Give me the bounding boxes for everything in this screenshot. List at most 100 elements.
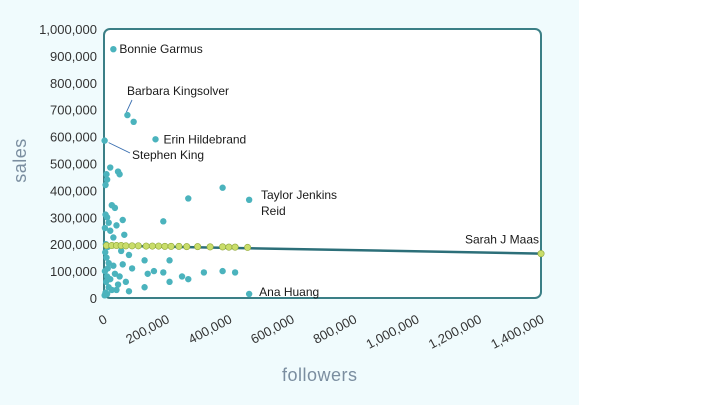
x-tick-label: 800,000 — [311, 311, 360, 346]
data-point — [166, 257, 173, 264]
x-tick-label: 0 — [96, 311, 109, 328]
x-axis-ticks: 0 200,000 400,000 600,000 800,000 1,000,000 1,… — [96, 311, 546, 351]
trend-point — [128, 242, 136, 250]
data-point — [144, 270, 151, 277]
data-point — [119, 216, 126, 224]
data-point — [101, 137, 108, 144]
x-tick-label: 400,000 — [186, 311, 235, 346]
data-point — [117, 247, 125, 255]
data-point — [103, 176, 111, 183]
data-point — [107, 164, 114, 171]
data-point — [116, 273, 123, 280]
data-point — [152, 136, 159, 143]
trend-point — [155, 242, 163, 250]
y-tick-label: 500,000 — [50, 157, 97, 172]
data-point — [185, 275, 192, 283]
data-point — [111, 270, 119, 277]
trend-point — [183, 243, 191, 251]
annotation-label: Bonnie Garmus — [119, 42, 202, 56]
trend-point — [231, 243, 239, 251]
annotation-label: Erin Hildebrand — [164, 132, 247, 146]
scatter-chart: 0 100,000 200,000 300,000 400,000 500,000 600,… — [39, 22, 546, 352]
data-point — [160, 269, 167, 276]
data-point — [125, 251, 133, 259]
data-point — [124, 111, 131, 119]
annotation-label: Taylor Jenkins Reid — [261, 188, 337, 218]
data-point — [128, 265, 136, 272]
trend-point — [161, 242, 169, 250]
y-axis-label: sales — [9, 138, 30, 183]
data-point — [185, 195, 192, 202]
data-point — [103, 171, 110, 178]
trend-point — [194, 243, 202, 251]
data-point — [113, 222, 120, 229]
data-point — [231, 269, 239, 276]
trend-point — [175, 242, 183, 250]
annotation-label: Barbara Kingsolver — [127, 84, 229, 98]
data-point — [125, 288, 133, 295]
data-point — [108, 286, 116, 294]
data-point — [104, 265, 111, 272]
data-point — [110, 45, 117, 53]
data-point — [219, 184, 226, 191]
x-axis-label: followers — [282, 365, 358, 385]
trend-point — [148, 242, 156, 250]
x-tick-label: 600,000 — [248, 311, 297, 346]
data-points — [101, 45, 253, 299]
chart-svg: 0 100,000 200,000 300,000 400,000 500,000 600,… — [39, 22, 546, 352]
data-point — [103, 273, 111, 280]
data-point — [101, 292, 108, 299]
data-point — [102, 249, 109, 256]
data-point — [105, 219, 112, 226]
data-point — [219, 267, 226, 275]
y-axis-ticks: 0 100,000 200,000 300,000 400,000 500,000 600,… — [39, 22, 97, 306]
trend-point — [122, 242, 130, 250]
data-point — [178, 273, 186, 280]
data-point — [105, 259, 112, 267]
y-tick-label: 200,000 — [50, 237, 97, 252]
trend-point — [134, 242, 142, 250]
y-tick-label: 600,000 — [50, 130, 97, 145]
annotation-label: Ana Huang — [259, 285, 319, 299]
y-tick-label: 0 — [90, 291, 97, 306]
data-point — [150, 267, 158, 275]
data-point — [245, 196, 253, 204]
x-tick-label: 1,400,000 — [488, 311, 546, 351]
data-point — [101, 224, 109, 232]
data-point — [107, 227, 114, 234]
data-point — [103, 214, 111, 221]
y-tick-label: 400,000 — [50, 183, 97, 198]
annotations: Bonnie Garmus Barbara Kingsolver Erin Hild… — [108, 42, 539, 299]
y-tick-label: 100,000 — [50, 264, 97, 279]
data-point — [121, 231, 128, 238]
plot-area — [103, 28, 542, 299]
data-point — [141, 257, 148, 264]
data-point — [116, 171, 123, 178]
trendline-group — [102, 242, 545, 258]
trend-point — [167, 242, 175, 250]
data-point — [102, 181, 109, 189]
data-point — [160, 218, 167, 225]
annotation-pointer — [108, 142, 131, 154]
data-point — [166, 278, 173, 286]
data-point — [113, 286, 120, 294]
annotation-label: Sarah J Maas — [465, 233, 539, 247]
y-tick-label: 800,000 — [50, 76, 97, 91]
data-point — [110, 262, 117, 269]
data-point — [122, 278, 130, 286]
data-point — [200, 269, 208, 276]
x-tick-label: 1,200,000 — [426, 311, 484, 351]
trend-point — [206, 243, 214, 251]
data-point — [111, 204, 119, 212]
trend-point — [537, 250, 545, 258]
y-tick-label: 1,000,000 — [39, 22, 97, 37]
trend-point — [219, 243, 227, 251]
data-point — [119, 261, 126, 268]
annotation-label: Stephen King — [132, 148, 204, 162]
y-tick-label: 300,000 — [50, 210, 97, 225]
trend-point — [142, 242, 150, 250]
y-tick-label: 900,000 — [50, 49, 97, 64]
data-point — [245, 290, 253, 298]
data-point — [110, 234, 117, 241]
trend-point — [225, 243, 233, 251]
